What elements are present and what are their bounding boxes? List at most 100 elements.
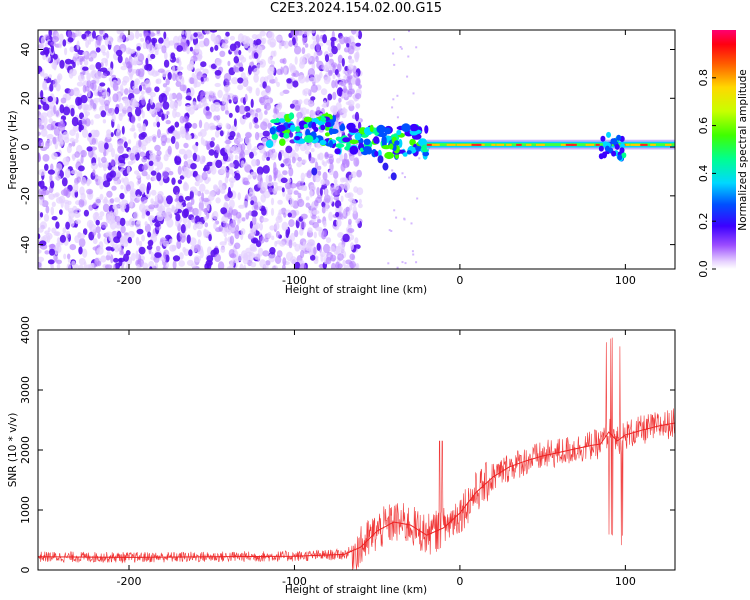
noise-blob [331,80,336,89]
noise-blob [60,97,67,104]
noise-blob [258,145,266,150]
noise-blob [142,262,149,269]
colorbar-ticks: 0.0 0.2 0.4 0.6 0.8 [697,69,716,278]
noise-blob [166,111,170,115]
onset-blob [409,138,416,146]
noise-blob [156,214,164,222]
noise-dot [393,38,395,41]
noise-blob [223,72,232,83]
noise-blob [342,159,350,169]
noise-blob [170,136,176,144]
noise-blob [47,227,51,233]
noise-blob [152,136,157,143]
noise-blob [175,213,181,222]
noise-blob [111,185,117,191]
noise-blob [56,75,61,84]
noise-blob [139,240,143,247]
noise-blob [214,253,222,263]
noise-blob [208,90,214,96]
noise-blob [299,185,305,191]
noise-blob [238,66,244,72]
chart-title: C2E3.2024.154.02.00.G15 [269,1,443,16]
noise-blob [148,204,155,210]
noise-blob [268,253,276,263]
onset-blob [269,127,276,135]
noise-blob [356,169,362,178]
noise-blob [156,161,164,170]
noise-blob [302,241,306,247]
noise-blob [293,190,299,196]
noise-blob [133,88,141,95]
noise-blob [280,163,285,168]
noise-blob [239,263,244,269]
noise-blob [275,230,281,239]
noise-blob [82,248,88,258]
noise-blob [223,212,231,218]
noise-blob [310,30,316,34]
noise-blob [250,171,257,177]
noise-blob [175,57,180,64]
noise-blob [128,217,136,228]
onset-blob [401,123,411,133]
noise-blob [264,102,271,111]
noise-dot [401,172,404,175]
noise-blob [53,62,57,71]
noise-blob [40,36,46,44]
noise-blob [271,235,275,241]
noise-blob [221,215,229,224]
noise-blob [250,262,257,268]
noise-blob [122,106,128,111]
noise-blob [249,227,257,237]
noise-blob [342,259,346,267]
noise-blob [165,119,171,125]
noise-blob [191,72,196,79]
noise-blob [201,171,208,181]
noise-blob [172,255,181,262]
onset-blob [295,132,303,138]
noise-blob [255,87,260,97]
noise-blob [77,232,82,237]
noise-blob [64,168,71,179]
track-burst [606,131,612,138]
noise-blob [186,201,193,212]
noise-blob [186,234,191,244]
noise-blob [259,30,266,37]
noise-blob [112,204,120,210]
noise-blob [320,88,328,96]
noise-blob [152,175,157,181]
noise-blob [197,131,203,137]
noise-blob [350,30,357,35]
onset-blob [288,112,295,120]
noise-blob [238,54,245,61]
noise-blob [319,30,327,33]
noise-blob [353,52,360,60]
noise-blob [289,256,297,264]
noise-blob [185,105,192,112]
onset-blob [294,136,301,141]
noise-blob [303,88,311,95]
noise-blob [317,165,322,170]
noise-blob [345,36,351,46]
noise-blob [167,145,172,155]
noise-blob [268,174,273,183]
noise-blob [59,33,64,42]
noise-blob [307,68,315,78]
onset-blob [389,143,394,150]
noise-blob [276,81,280,88]
noise-blob [191,216,196,223]
noise-blob [343,92,348,98]
noise-blob [45,232,53,240]
noise-blob [317,170,322,177]
noise-blob [347,90,353,98]
track-peak [565,143,574,146]
noise-blob [215,197,221,204]
noise-blob [281,221,289,231]
track-peak [491,143,496,146]
noise-blob [170,52,176,60]
noise-blob [167,126,175,134]
noise-blob [153,158,158,167]
noise-blob [60,136,64,145]
onset-blob [362,146,372,152]
noise-dot [391,169,394,172]
